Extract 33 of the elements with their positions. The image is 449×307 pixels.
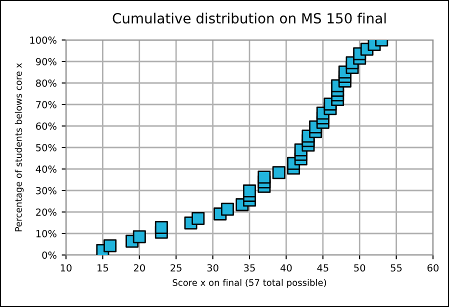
y-tick-label: 50% <box>36 144 56 152</box>
x-tick-label: 25 <box>170 264 182 272</box>
x-tick-label: 20 <box>134 264 145 272</box>
y-tick-label: 60% <box>36 122 56 130</box>
x-tick-label: 35 <box>244 264 255 272</box>
x-tick-label: 60 <box>427 264 439 272</box>
x-tick-label: 30 <box>207 264 218 272</box>
y-tick-label: 90% <box>36 58 56 66</box>
y-tick-label: 40% <box>36 165 56 173</box>
y-tick-label: 80% <box>36 79 56 87</box>
point <box>154 220 168 234</box>
y-tick-label: 100% <box>30 36 56 44</box>
point <box>258 170 271 184</box>
x-axis-title: Score x on final (57 total possible) <box>172 278 326 288</box>
point <box>192 212 205 225</box>
point <box>220 202 234 216</box>
x-tick-label: 45 <box>317 264 328 272</box>
point <box>104 239 117 252</box>
point <box>242 184 256 198</box>
y-tick-label: 70% <box>36 100 56 108</box>
x-tick-label: 15 <box>98 264 108 272</box>
x-tick-label: 50 <box>354 264 366 272</box>
y-tick-label: 20% <box>36 208 56 216</box>
y-tick-label: 30% <box>36 186 56 194</box>
x-tick-label: 10 <box>60 264 72 272</box>
y-tick-label: 0% <box>42 251 56 259</box>
x-tick-label: 40 <box>280 264 292 272</box>
chart-title: Cumulative distribution on MS 150 final <box>112 12 386 24</box>
y-tick-label: 10% <box>36 230 56 238</box>
point <box>132 230 146 244</box>
y-axis-title: Percentage of students belows core x <box>14 63 24 232</box>
x-tick-label: 55 <box>390 264 402 272</box>
point <box>272 166 286 180</box>
